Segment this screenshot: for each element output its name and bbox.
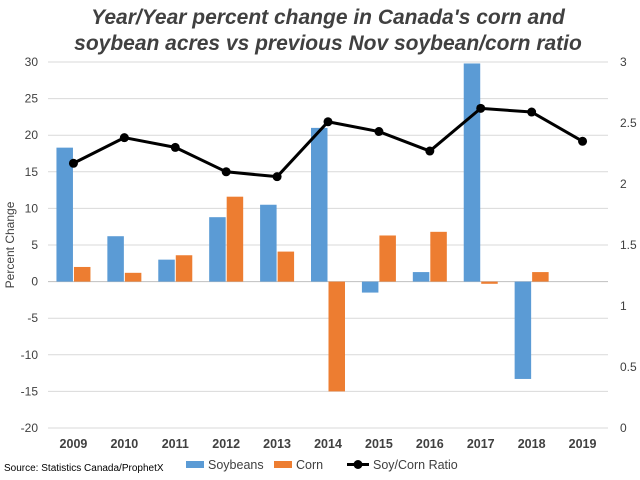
y2-tick-label: 1.5	[620, 238, 637, 252]
bar-soybeans	[361, 281, 379, 293]
x-tick-label: 2015	[365, 437, 393, 451]
x-tick-label: 2010	[110, 437, 138, 451]
ratio-point	[221, 167, 231, 177]
y-tick-label: 25	[25, 92, 39, 106]
ratio-point	[323, 117, 333, 127]
ratio-point	[68, 158, 78, 168]
bar-soybeans	[158, 259, 175, 282]
bar-soybeans	[209, 217, 226, 282]
ratio-line-group	[68, 103, 588, 182]
legend-label: Corn	[296, 458, 323, 472]
legend-label: Soybeans	[208, 458, 264, 472]
y-tick-label: 0	[31, 275, 38, 289]
ratio-point	[425, 146, 435, 156]
ratio-point	[170, 142, 180, 152]
y-tick-label: 10	[25, 201, 39, 215]
y-tick-label: -10	[21, 348, 39, 362]
bar-soybeans	[107, 236, 124, 282]
x-tick-label: 2019	[569, 437, 597, 451]
ratio-point	[119, 133, 129, 143]
bar-corn	[328, 281, 345, 392]
x-axis-ticks: 2009 2010 2011 2012 2013 2014 2015 2016 2017 2018…	[60, 437, 597, 451]
bar-soybeans	[56, 147, 73, 282]
y-tick-label: 15	[25, 165, 39, 179]
ratio-point	[527, 107, 537, 117]
bar-corn	[379, 235, 396, 282]
bar-corn	[277, 251, 295, 282]
legend: Soybeans Corn Soy/Corn Ratio	[186, 458, 458, 472]
y-tick-label: -20	[21, 421, 39, 435]
ratio-point	[272, 172, 282, 182]
y2-tick-label: 3	[620, 55, 627, 69]
legend-swatch-marker	[353, 460, 363, 469]
y-tick-label: -15	[21, 384, 39, 398]
bar-corn	[226, 196, 244, 282]
x-tick-label: 2012	[212, 437, 240, 451]
y2-tick-label: 1	[620, 299, 627, 313]
source-note: Source: Statistics Canada/ProphetX	[4, 463, 164, 474]
x-tick-label: 2016	[416, 437, 444, 451]
y-tick-label: 20	[25, 128, 39, 142]
bars	[56, 63, 549, 392]
y2-tick-label: 0.5	[620, 360, 637, 374]
bar-corn	[73, 266, 91, 282]
x-tick-label: 2011	[162, 437, 189, 451]
legend-swatch	[274, 461, 292, 468]
legend-swatch	[186, 461, 204, 468]
bar-corn	[430, 231, 447, 282]
ratio-point	[374, 127, 384, 137]
bar-soybeans	[260, 204, 277, 282]
y-axis-label: Percent Change	[3, 201, 17, 288]
bar-corn	[175, 255, 193, 282]
y2-tick-label: 2.5	[620, 116, 637, 130]
x-tick-label: 2018	[518, 437, 546, 451]
x-tick-label: 2017	[467, 437, 495, 451]
x-tick-label: 2014	[314, 437, 342, 451]
y-axis-ticks: 30 25 20 15 10 5 0 -5 -10 -15 -20	[21, 55, 39, 435]
bar-corn	[481, 281, 498, 284]
bar-soybeans	[311, 127, 328, 282]
bar-corn	[532, 272, 549, 282]
bar-soybeans	[514, 281, 532, 379]
chart-title-line-1: Year/Year percent change in Canada's cor…	[91, 6, 566, 29]
chart-title-line-2: soybean acres vs previous Nov soybean/co…	[74, 32, 582, 55]
y2-tick-label: 0	[620, 421, 627, 435]
y-tick-label: 30	[25, 55, 39, 69]
bar-soybeans	[412, 272, 430, 282]
y2-axis-ticks: 3 2.5 2 1.5 1 0.5 0	[620, 55, 637, 435]
ratio-point	[578, 136, 588, 146]
y-tick-label: 5	[31, 238, 38, 252]
x-tick-label: 2013	[263, 437, 291, 451]
legend-label: Soy/Corn Ratio	[373, 458, 458, 472]
y-tick-label: -5	[27, 311, 38, 325]
bar-soybeans	[463, 63, 481, 282]
y2-tick-label: 2	[620, 177, 627, 191]
bar-corn	[124, 272, 142, 282]
ratio-point	[476, 103, 486, 113]
x-tick-label: 2009	[60, 437, 88, 451]
